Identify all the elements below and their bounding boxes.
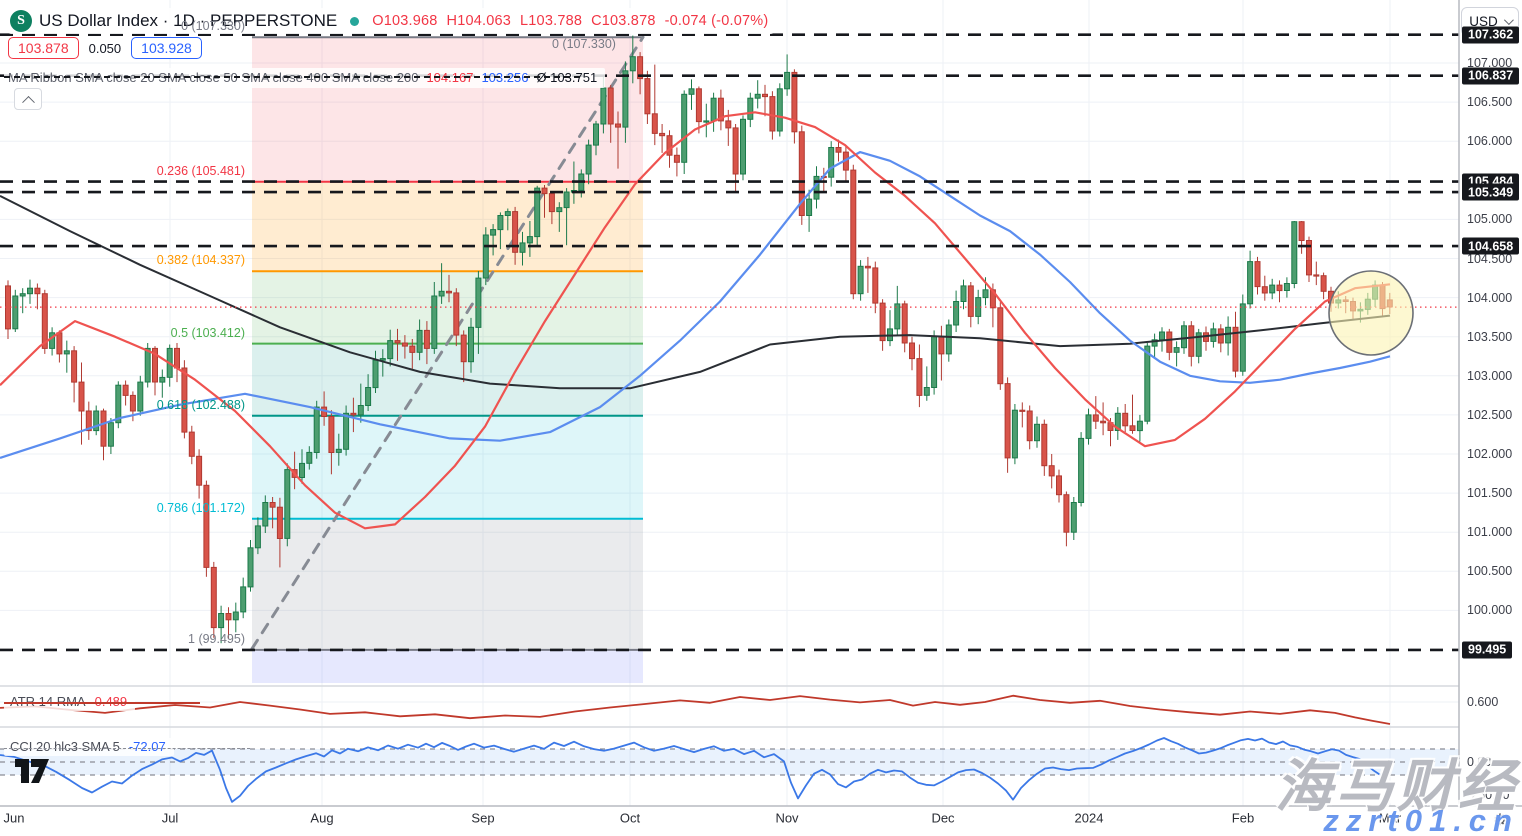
symbol-header: S US Dollar Index · 1D · PEPPERSTONE O10… [8,8,775,34]
price-axis-label: 103.000 [1467,368,1513,383]
price-axis-label: 107.000 [1467,56,1513,70]
price-axis-label: 102.000 [1467,447,1513,461]
level-price-tag: 104.658 [1462,237,1520,255]
atr-axis-label: 0.600 [1467,695,1499,709]
fib-level-label: 0.786 (101.172) [156,500,245,515]
level-price-tag: 107.362 [1462,26,1520,44]
price-axis-label: 101.000 [1467,525,1513,540]
market-open-dot-icon [350,16,360,26]
price-axis-label: 104.000 [1467,290,1513,305]
cci-axis-label: 0.00 [1467,755,1492,769]
time-axis-month-label[interactable]: Jun [3,810,25,826]
time-axis-month-label[interactable]: Dec [931,810,955,826]
chevron-up-icon [21,95,35,109]
sma20-line [0,111,1391,530]
sma50-line [0,151,1391,459]
ma-avg-value: Ø 103.751 [536,70,598,85]
collapse-legend-button[interactable] [14,88,42,110]
tradingview-logo-icon[interactable] [14,756,50,786]
fib-level-label: 0 (107.330) [181,19,245,34]
cci-series-line [0,737,1391,803]
level-price-tag: 106.837 [1462,67,1520,85]
ohlc-readout: O103.968 H104.063 L103.788 C103.878 -0.0… [372,13,768,29]
open-value: O103.968 [372,13,438,29]
time-axis-month-label[interactable]: Aug [310,810,334,826]
atr-series-line [0,694,1391,725]
currency-label: USD [1469,14,1498,29]
cci-label: CCI 20 hlc3 SMA 5 [10,739,120,754]
watermark-text-cn: 海马财经 [1275,755,1519,819]
timezone-settings-gear-icon[interactable]: ⚙ [1492,812,1508,829]
time-axis-month-label[interactable]: 2024 [1074,810,1104,826]
price-axis-label: 105.000 [1467,212,1513,227]
time-axis-month-label[interactable]: Oct [619,810,641,826]
fib-zero-label: 0 (107.330) [552,37,616,51]
price-axis-label: 100.000 [1467,603,1513,618]
cci-axis-label: -250.00 [1467,787,1510,802]
price-axis-label: 106.000 [1467,134,1513,149]
time-axis-month-label[interactable]: Feb [1231,810,1255,826]
fib-level-label: 0.382 (104.337) [156,253,245,268]
level-price-tag: 99.495 [1462,641,1513,659]
ma-ribbon-label: MA Ribbon SMA close 20 SMA close 50 SMA … [8,70,419,85]
highlight-circle-annotation [1328,270,1414,356]
sell-price-button[interactable]: 103.878 [8,37,79,59]
atr-value: 0.489 [94,694,128,709]
price-axis-label: 104.500 [1467,251,1513,266]
time-axis-month-label[interactable]: Mar [1378,810,1402,826]
symbol-title[interactable]: US Dollar Index · 1D · PEPPERSTONE [39,11,338,30]
atr-indicator-legend[interactable]: ATR 14 RMA 0.489 [4,693,136,711]
symbol-logo-icon[interactable]: S [10,10,32,32]
ma50-value: 103.256 [481,70,529,85]
fib-level-label: 0.5 (103.412) [170,325,245,340]
price-axis-label: 106.500 [1467,95,1513,110]
price-axis-label: 100.500 [1467,564,1513,579]
quote-row: 103.878 0.050 103.928 [8,37,202,59]
spread-value: 0.050 [88,40,122,56]
time-axis-month-label[interactable]: Nov [775,810,799,826]
fib-level-label: 0.236 (105.481) [156,163,245,178]
change-value: -0.074 (-0.07%) [664,13,769,29]
cci-value: -72.07 [128,739,166,754]
level-price-tag: 105.349 [1462,183,1520,201]
price-axis-label: 103.500 [1467,329,1513,344]
low-value: L103.788 [520,13,583,29]
atr-label: ATR 14 RMA [10,694,86,709]
buy-price-button[interactable]: 103.928 [131,37,202,59]
fib-level-label: 1 (99.495) [188,631,245,646]
time-axis-month-label[interactable]: Sep [471,810,495,826]
high-value: H104.063 [446,13,512,29]
watermark-text-url: zzrt01.cn [1323,803,1519,836]
cci-indicator-legend[interactable]: CCI 20 hlc3 SMA 5 -72.07 [4,738,174,756]
price-axis-label: 102.500 [1467,407,1513,422]
time-axis-month-label[interactable]: Jul [161,810,179,826]
ma-ribbon-legend[interactable]: MA Ribbon SMA close 20 SMA close 50 SMA … [4,68,606,88]
ma20-value: 104.167 [426,70,474,85]
chevron-down-icon [1503,15,1514,26]
sma200-line [0,195,1391,390]
candles-series [5,35,1393,644]
close-value: C103.878 [591,13,656,29]
price-axis-label: 101.500 [1467,486,1513,501]
fib-level-label: 0.618 (102.488) [156,397,245,412]
